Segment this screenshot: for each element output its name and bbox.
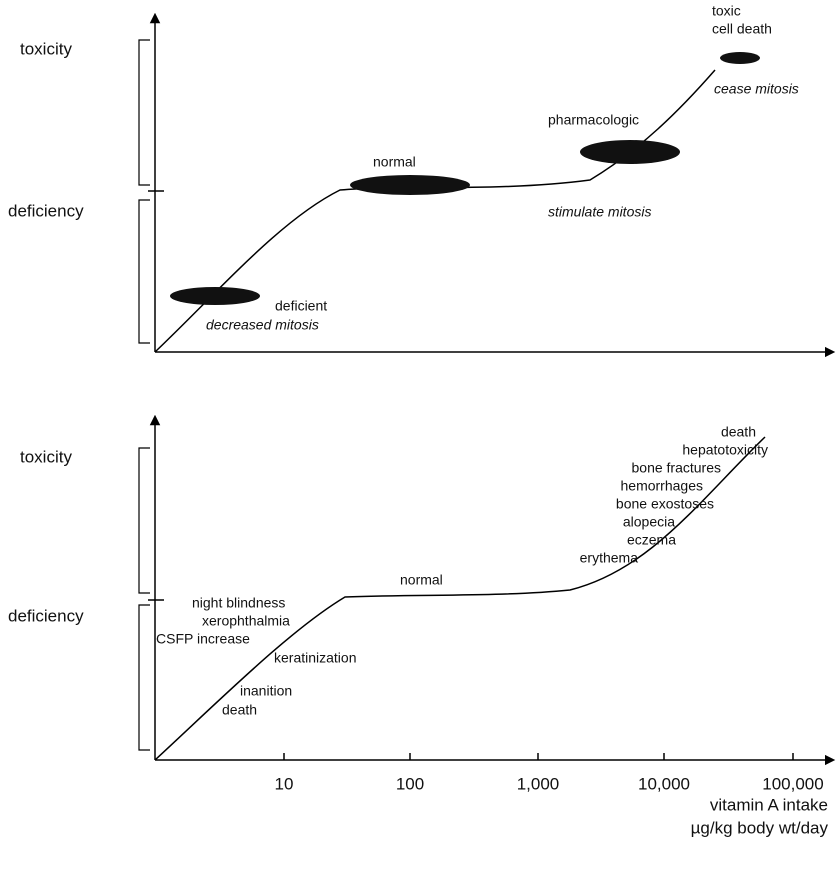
deficiency-effect: xerophthalmia [202, 613, 290, 629]
y-label: deficiency [8, 606, 84, 625]
toxic-effect: eczema [627, 532, 676, 548]
bracket [138, 447, 150, 751]
x-tick-label: 10,000 [638, 774, 690, 793]
annotation: cease mitosis [714, 81, 799, 97]
x-tick-label: 1,000 [517, 774, 560, 793]
x-label: µg/kg body wt/day [691, 818, 829, 837]
x-tick-label: 100 [396, 774, 424, 793]
bottom-panel: toxicity deficiency death hepatotoxicity b… [8, 414, 836, 837]
annotation: cell death [712, 21, 772, 37]
deficiency-effect: inanition [240, 683, 292, 699]
deficiency-effect: CSFP increase [156, 631, 250, 647]
annotation: pharmacologic [548, 112, 639, 128]
toxic-effect: erythema [580, 550, 639, 566]
toxic-effect: alopecia [623, 514, 675, 530]
deficiency-effect: night blindness [192, 595, 285, 611]
annotation: deficient [275, 298, 327, 314]
deficiency-effect: keratinization [274, 650, 357, 666]
toxic-effect: death [721, 424, 756, 440]
top-panel: toxicity deficiency toxic cell death cea… [8, 3, 836, 358]
toxic-effect: hepatotoxicity [682, 442, 768, 458]
bracket [138, 39, 150, 344]
y-label: toxicity [20, 447, 72, 466]
toxic-effect: hemorrhages [621, 478, 704, 494]
toxic-effect: bone fractures [632, 460, 722, 476]
annotation: toxic [712, 3, 741, 19]
x-label: vitamin A intake [710, 795, 828, 814]
x-ticks [283, 753, 794, 760]
y-label: deficiency [8, 201, 84, 220]
y-label: toxicity [20, 39, 72, 58]
x-tick-label: 100,000 [762, 774, 823, 793]
deficiency-effect: death [222, 702, 257, 718]
annotation: decreased mitosis [206, 317, 319, 333]
annotation: normal [373, 154, 416, 170]
annotation: stimulate mitosis [548, 204, 651, 220]
x-tick-label: 10 [275, 774, 294, 793]
toxic-effect: bone exostoses [616, 496, 714, 512]
annotation: normal [400, 572, 443, 588]
curve [154, 436, 766, 761]
cell-blob [170, 52, 760, 305]
